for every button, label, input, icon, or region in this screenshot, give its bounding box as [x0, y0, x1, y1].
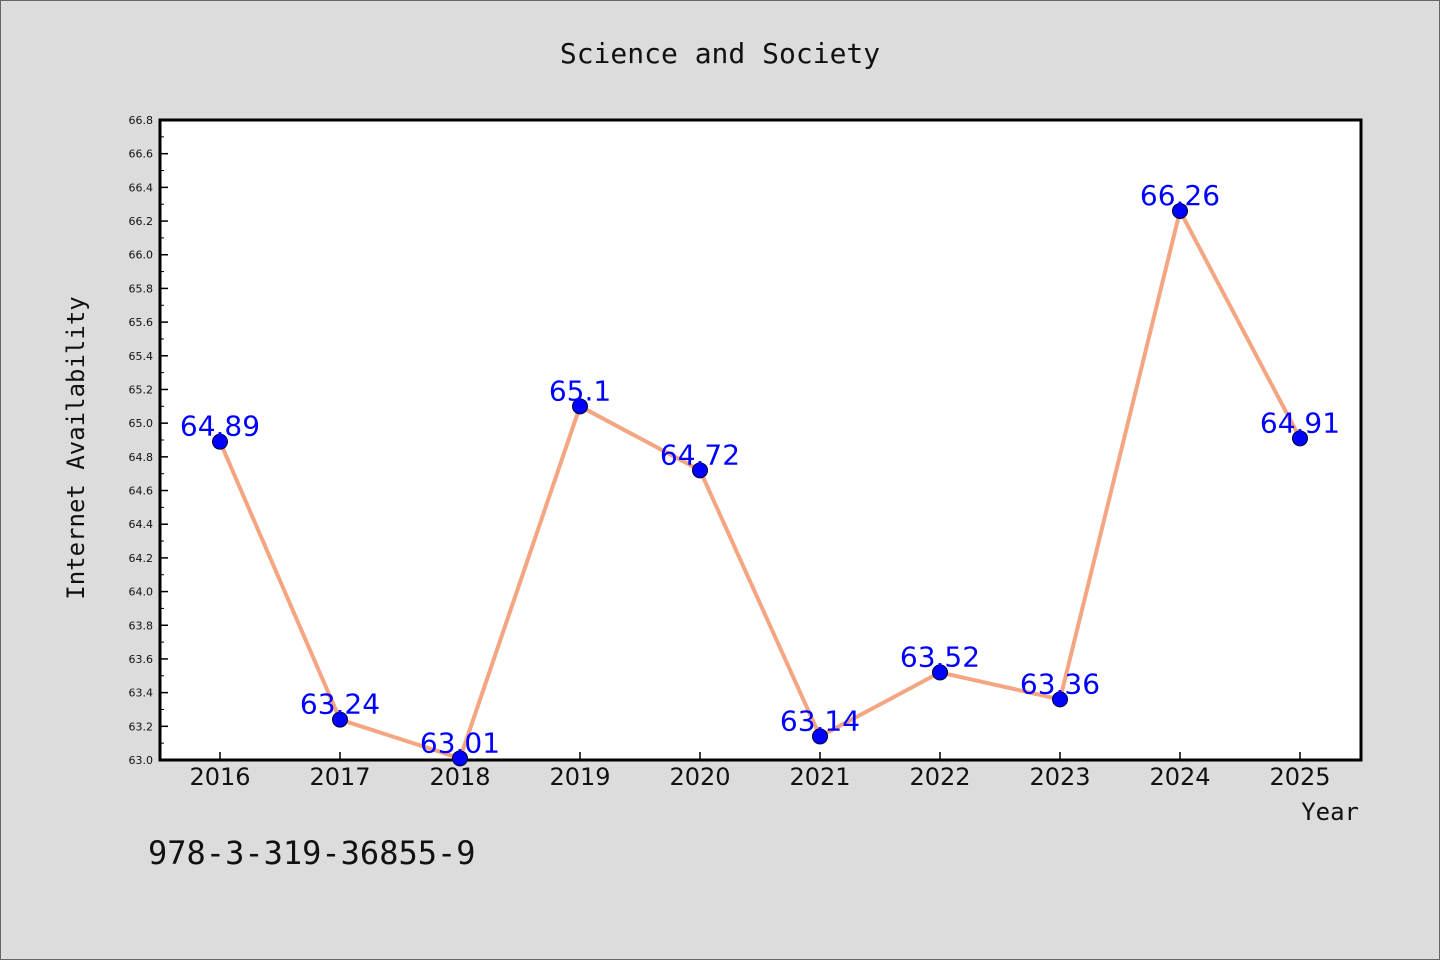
data-label: 63.01 — [420, 726, 500, 759]
y-tick-label: 64.0 — [129, 586, 154, 599]
data-point — [332, 711, 348, 728]
y-tick-label: 63.8 — [129, 619, 154, 632]
y-tick-label: 63.6 — [129, 653, 154, 666]
plot-area — [158, 118, 1363, 762]
x-tick-label: 2022 — [909, 763, 970, 791]
y-tick-label: 63.2 — [129, 720, 154, 733]
data-label: 64.91 — [1260, 406, 1340, 439]
x-tick-label: 2025 — [1269, 763, 1330, 791]
data-label: 64.72 — [660, 438, 740, 471]
y-axis-label: Internet Availability — [62, 296, 90, 599]
y-tick-label: 64.6 — [129, 485, 154, 498]
data-label-layer: 64.89 63.24 63.01 65.1 64.72 63.14 63.52 63.36 6… — [180, 179, 1340, 759]
y-tick-label: 65.6 — [129, 316, 154, 329]
data-point — [1052, 691, 1068, 708]
y-tick-label: 66.8 — [129, 114, 154, 127]
data-label: 64.89 — [180, 410, 260, 443]
y-axis: 63.0 63.2 63.4 63.6 63.8 64.0 64.2 64.4 64.6 64.8… — [129, 114, 168, 767]
data-label: 65.1 — [549, 374, 611, 407]
y-tick-label: 66.2 — [129, 215, 154, 228]
y-tick-label: 64.2 — [129, 552, 154, 565]
y-tick-label: 65.0 — [129, 417, 154, 430]
marker-layer — [212, 202, 1308, 767]
y-tick-label: 63.4 — [129, 687, 154, 700]
x-tick-label: 2020 — [669, 763, 730, 791]
y-tick-label: 64.4 — [129, 518, 154, 531]
data-label: 63.52 — [900, 640, 980, 673]
data-label: 63.14 — [780, 704, 860, 737]
data-point — [932, 664, 948, 681]
data-point — [452, 750, 468, 767]
y-tick-label: 65.2 — [129, 383, 154, 396]
data-point — [1292, 430, 1308, 447]
series-line-layer — [218, 208, 1302, 761]
series-line — [218, 208, 1302, 761]
data-point — [1172, 202, 1188, 219]
y-tick-label: 65.4 — [129, 350, 154, 363]
x-tick-label: 2016 — [189, 763, 250, 791]
x-axis: 2016 2017 2018 2019 2020 2021 2022 2023 2024 2025 — [189, 752, 1331, 791]
x-tick-label: 2024 — [1149, 763, 1210, 791]
data-label: 63.24 — [300, 688, 380, 721]
x-tick-label: 2018 — [429, 763, 490, 791]
x-axis-label: Year — [1301, 798, 1359, 826]
data-point — [572, 398, 588, 415]
y-tick-label: 66.4 — [129, 181, 154, 194]
data-label: 63.36 — [1020, 667, 1100, 700]
data-point — [812, 728, 828, 745]
y-tick-label: 66.6 — [129, 148, 154, 161]
data-label: 66.26 — [1140, 179, 1220, 212]
data-point — [692, 462, 708, 479]
isbn-text: 978-3-319-36855-9 — [148, 834, 476, 872]
data-point — [212, 433, 228, 450]
y-tick-label: 64.8 — [129, 451, 154, 464]
x-tick-label: 2019 — [549, 763, 610, 791]
y-tick-label: 66.0 — [129, 249, 154, 262]
chart-title: Science and Society — [560, 37, 880, 70]
x-tick-label: 2021 — [789, 763, 850, 791]
y-tick-label: 63.0 — [129, 754, 154, 767]
x-tick-label: 2017 — [309, 763, 370, 791]
x-tick-label: 2023 — [1029, 763, 1090, 791]
y-tick-label: 65.8 — [129, 282, 154, 295]
